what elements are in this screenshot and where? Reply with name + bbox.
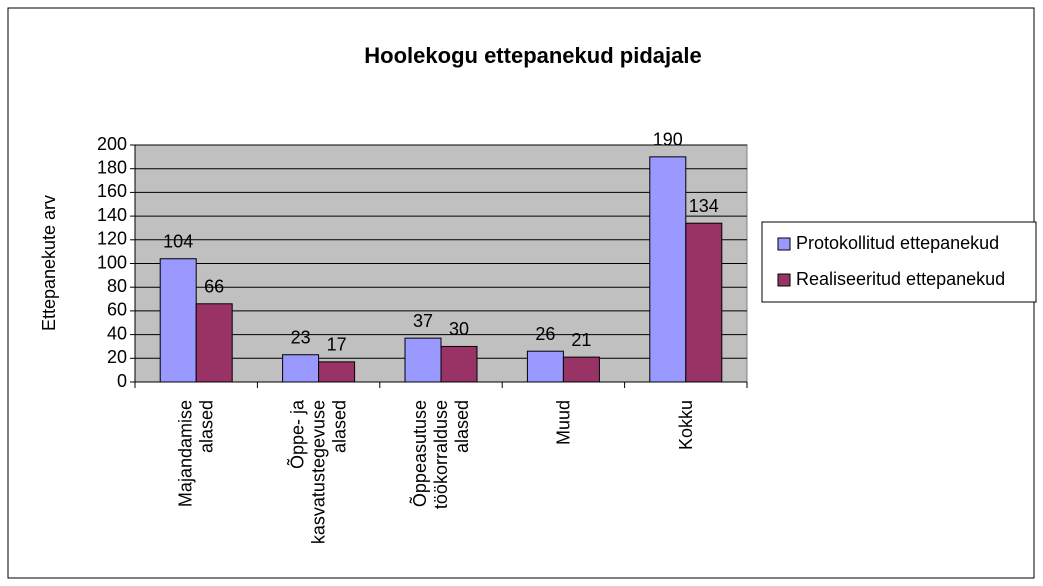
bar (195, 303, 233, 383)
value-label: 30 (449, 319, 469, 339)
bar (282, 354, 320, 383)
x-tick-label: Õppe- jakasvatustegevusealased (287, 399, 350, 544)
x-tick-label: Õppeasutusetöökorraldusealased (409, 400, 472, 509)
x-tick-label: Majandamisealased (176, 400, 217, 507)
y-tick-label: 40 (107, 323, 127, 343)
legend-label: Protokollitud ettepanekud (796, 233, 999, 253)
y-tick-label: 100 (97, 252, 127, 272)
legend-swatch (777, 273, 791, 287)
y-tick-label: 120 (97, 229, 127, 249)
y-tick-label: 80 (107, 276, 127, 296)
value-label: 23 (291, 327, 311, 347)
chart-title: Hoolekogu ettepanekud pidajale (364, 43, 701, 68)
value-label: 66 (204, 277, 224, 297)
bar (318, 361, 356, 383)
value-label: 104 (163, 232, 193, 252)
y-tick-label: 20 (107, 347, 127, 367)
y-tick-label: 200 (97, 134, 127, 154)
y-tick-label: 140 (97, 205, 127, 225)
y-tick-label: 60 (107, 300, 127, 320)
value-label: 21 (571, 330, 591, 350)
value-label: 134 (689, 196, 719, 216)
bar (526, 350, 564, 383)
value-label: 37 (413, 311, 433, 331)
value-label: 190 (653, 130, 683, 150)
bar (404, 337, 442, 383)
y-axis-label: Ettepanekute arv (39, 195, 59, 331)
legend-box (761, 221, 1037, 303)
bar (649, 156, 687, 383)
y-tick-label: 0 (117, 371, 127, 391)
x-tick-label: Kokku (676, 400, 696, 450)
value-label: 17 (327, 335, 347, 355)
x-tick-label: Muud (553, 400, 573, 445)
bar (562, 356, 600, 383)
value-label: 26 (535, 324, 555, 344)
y-tick-label: 160 (97, 181, 127, 201)
legend-swatch (777, 237, 791, 251)
legend-label: Realiseeritud ettepanekud (796, 269, 1005, 289)
bar (685, 222, 723, 383)
bar (440, 345, 478, 383)
y-tick-label: 180 (97, 157, 127, 177)
bar (159, 258, 197, 383)
